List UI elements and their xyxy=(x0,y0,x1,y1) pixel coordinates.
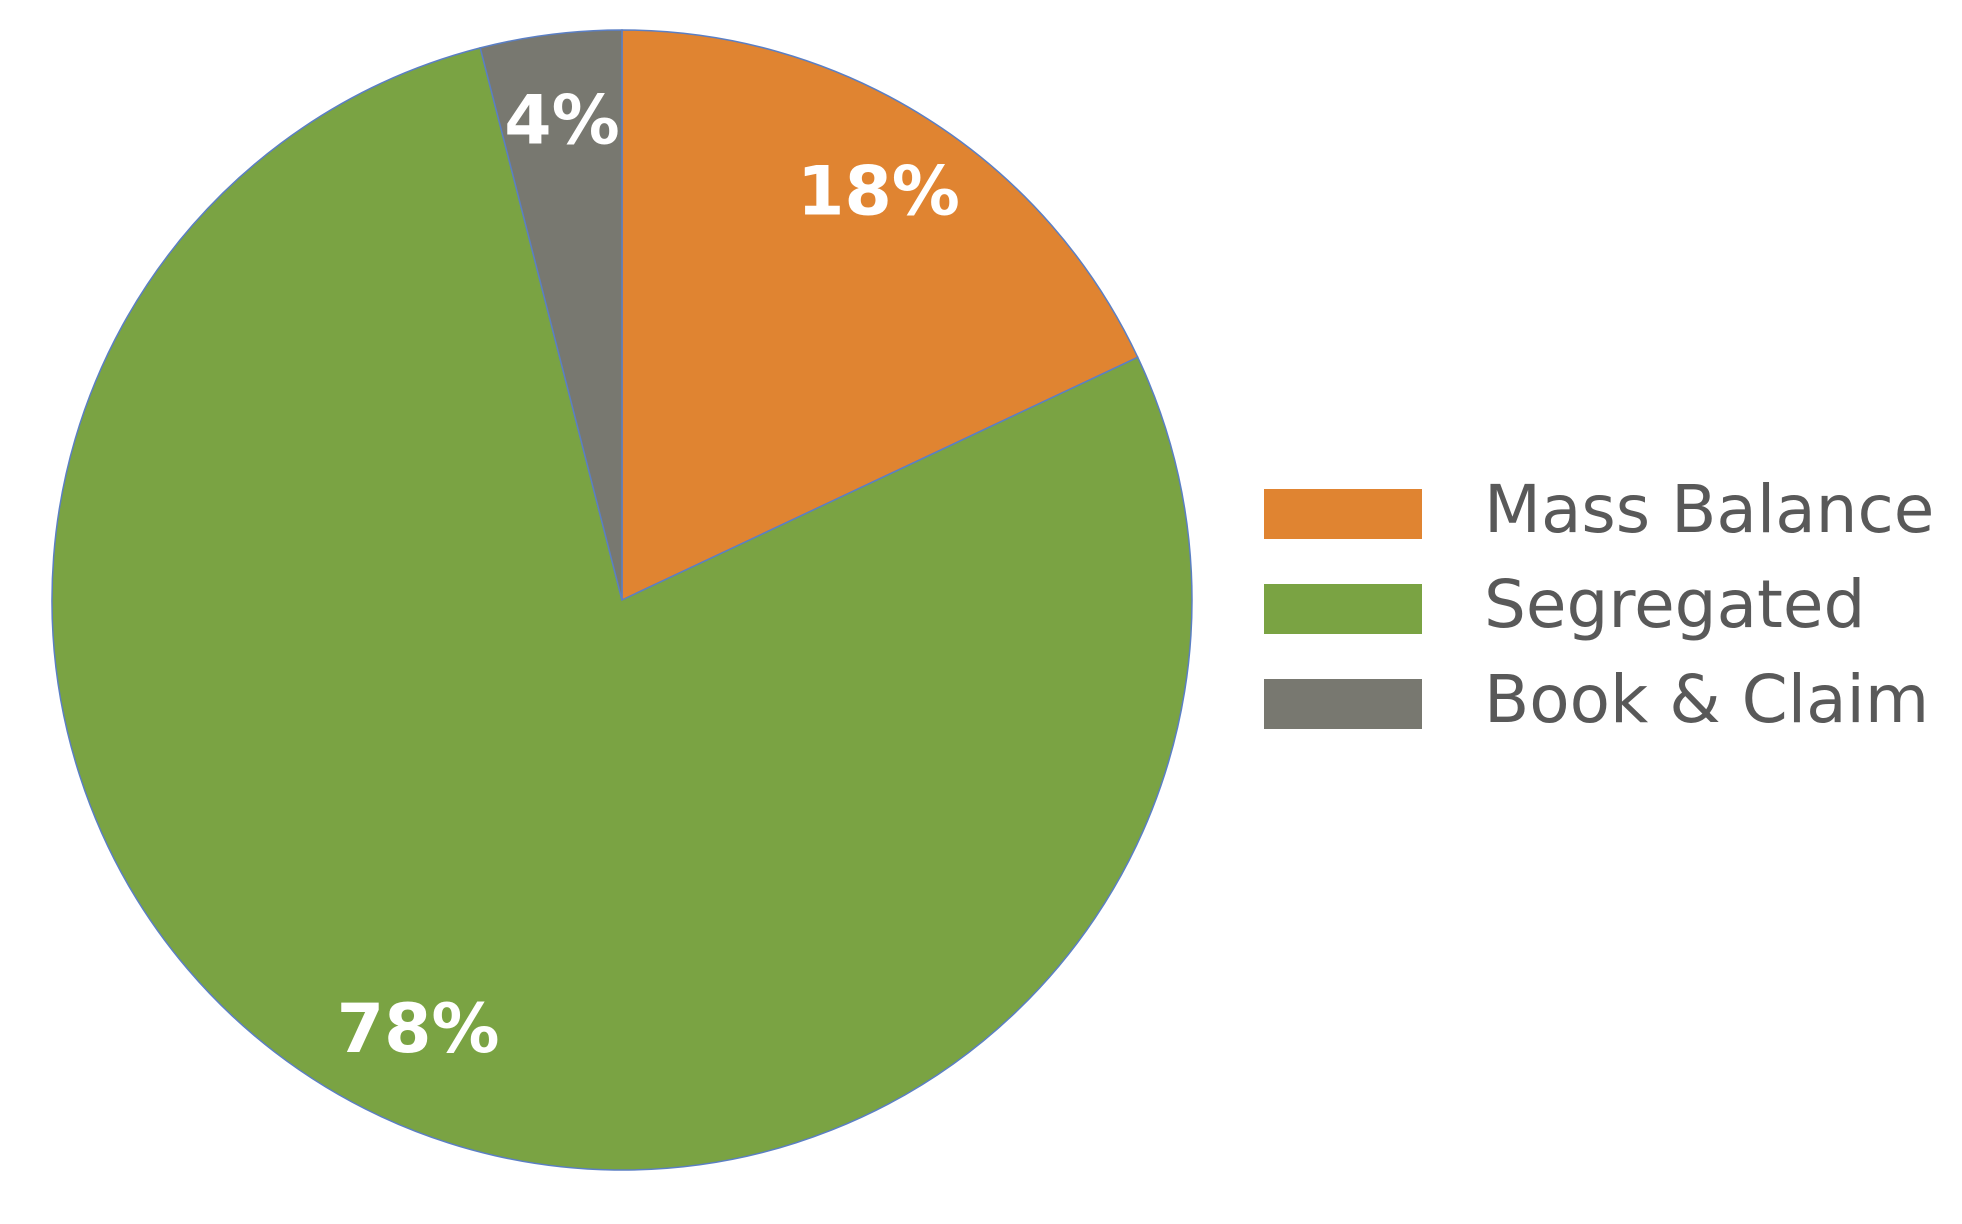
legend-text: Segregated xyxy=(1484,566,1865,643)
value-label: 4% xyxy=(504,82,619,161)
value-label: 78% xyxy=(337,990,500,1069)
pie-slice xyxy=(479,29,623,601)
legend-swatch xyxy=(1264,489,1422,539)
legend-swatch xyxy=(1264,679,1422,729)
legend-swatch xyxy=(1264,584,1422,634)
legend-text: Book & Claim xyxy=(1484,661,1929,738)
value-label: 18% xyxy=(797,152,960,231)
legend-text: Mass Balance xyxy=(1484,471,1934,548)
pie-slice xyxy=(621,29,1139,602)
pie-slice xyxy=(51,46,1193,1171)
